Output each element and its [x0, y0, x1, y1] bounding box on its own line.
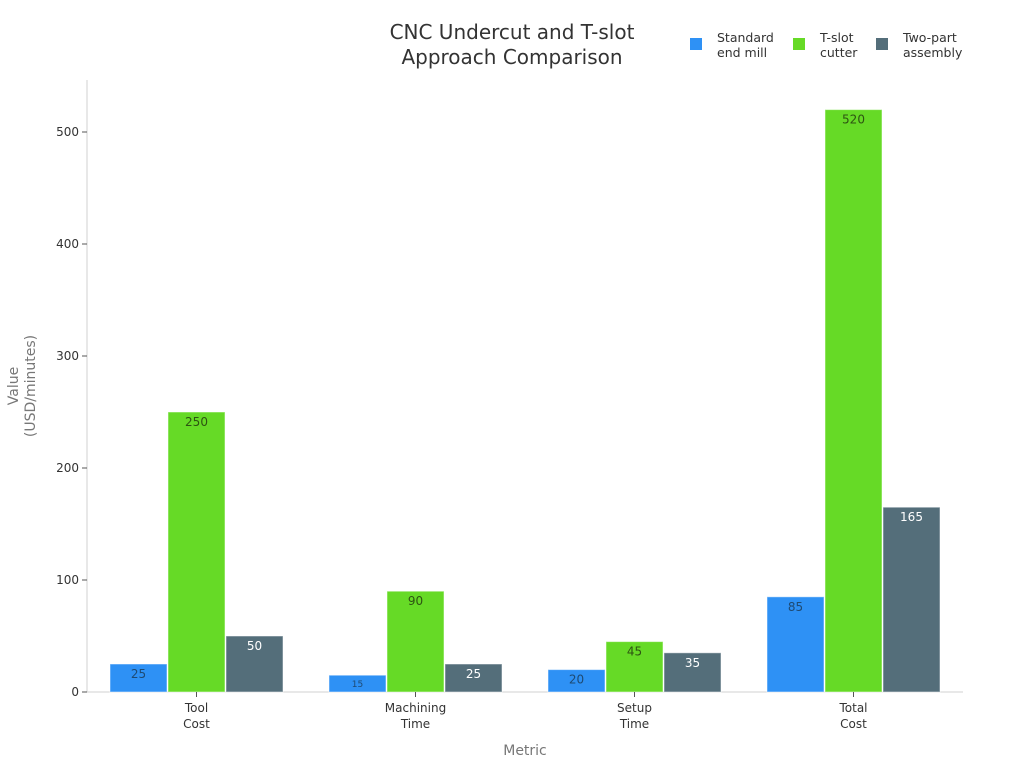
bar-value-label: 45 [627, 645, 642, 659]
x-tick-label: Time [400, 717, 430, 731]
bar-value-label: 85 [788, 600, 803, 614]
legend-swatch [876, 38, 888, 50]
x-tick-label: Setup [617, 701, 652, 715]
x-tick-label: Time [619, 717, 649, 731]
y-axis-label: Value(USD/minutes) [6, 335, 39, 437]
bar[interactable] [167, 411, 226, 693]
x-axis-label: Metric [503, 743, 547, 759]
y-tick-label: 500 [56, 125, 79, 139]
bar-value-label: 90 [408, 594, 423, 608]
bar[interactable] [547, 669, 606, 693]
x-tick-label: Cost [183, 717, 210, 731]
legend-swatch [690, 38, 702, 50]
bar[interactable] [444, 663, 503, 693]
bar-value-label: 250 [185, 415, 208, 429]
legend-swatch [793, 38, 805, 50]
y-tick-label: 100 [56, 573, 79, 587]
bar-value-label: 50 [247, 639, 262, 653]
bar[interactable] [386, 590, 445, 693]
x-tick-label: Cost [840, 717, 867, 731]
bar[interactable] [766, 596, 825, 693]
bar-value-label: 35 [685, 656, 700, 670]
bar[interactable] [328, 674, 387, 693]
bar-value-label: 165 [900, 510, 923, 524]
y-tick-label: 200 [56, 461, 79, 475]
title-line-1: CNC Undercut and T-slot [389, 20, 635, 44]
bar-value-label: 25 [131, 667, 146, 681]
y-tick-label: 0 [71, 685, 79, 699]
legend-label: Standard end mill [717, 30, 774, 60]
legend-label: T-slot cutter [820, 30, 858, 60]
title-line-2: Approach Comparison [401, 45, 623, 69]
legend-item-standard-end-mill[interactable]: Standard end mill [690, 30, 793, 60]
bar-value-label: 520 [842, 113, 865, 127]
x-tick-label: Tool [184, 701, 208, 715]
legend-label: Two-part assembly [903, 30, 963, 60]
bar[interactable] [824, 109, 883, 693]
y-tick-label: 300 [56, 349, 79, 363]
legend-item-two-part-assembly[interactable]: Two-part assembly [876, 30, 976, 60]
bar[interactable] [225, 635, 284, 693]
y-tick-label: 400 [56, 237, 79, 251]
bar[interactable] [109, 663, 168, 693]
bar-value-label: 20 [569, 673, 584, 687]
x-tick-label: Machining [385, 701, 446, 715]
chart-title: CNC Undercut and T-slot Approach Compari… [362, 20, 662, 70]
bar-value-label: 25 [466, 667, 481, 681]
x-tick-label: Total [838, 701, 867, 715]
bar-value-label: 15 [352, 680, 363, 690]
legend: Standard end mill T-slot cutter Two-part… [690, 30, 976, 60]
legend-item-t-slot-cutter[interactable]: T-slot cutter [793, 30, 876, 60]
bar[interactable] [663, 652, 722, 693]
bar[interactable] [882, 506, 941, 693]
